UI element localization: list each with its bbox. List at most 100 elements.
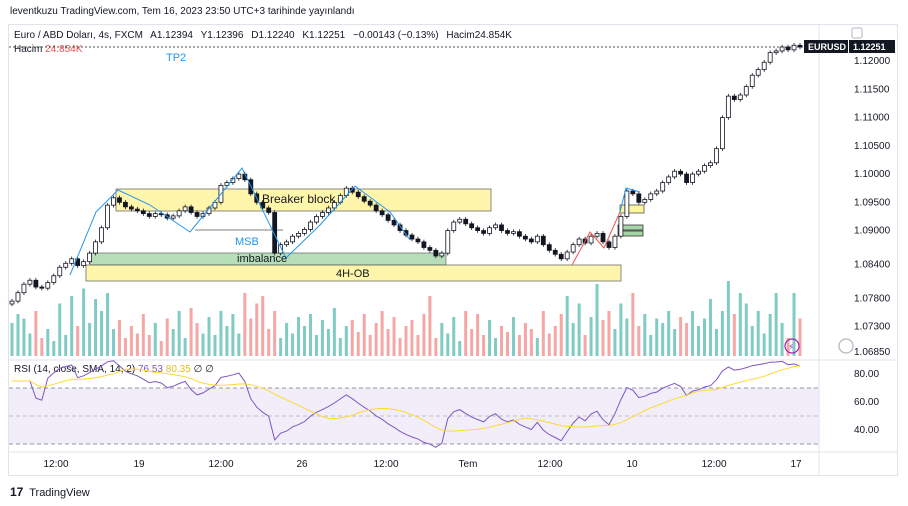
volume-bar xyxy=(553,326,557,356)
candle-up xyxy=(302,229,307,234)
volume-bar xyxy=(494,338,498,356)
volume-bar xyxy=(631,293,635,356)
candle-up xyxy=(594,232,600,237)
rsi-axis[interactable]: 80.00 60.00 40.00 xyxy=(854,369,879,436)
candle-down xyxy=(558,253,564,260)
volume-bar xyxy=(726,281,730,356)
volume-bar xyxy=(601,320,605,356)
settings-icon[interactable] xyxy=(838,338,854,354)
candle-up xyxy=(696,170,701,175)
rsi-tick-label: 60.00 xyxy=(854,397,879,408)
volume-bar xyxy=(738,293,742,356)
price-axis[interactable]: 1.12000 1.11500 1.11000 1.10500 1.10000 1.095… xyxy=(854,56,891,358)
volume-bar xyxy=(362,314,366,356)
candle-down xyxy=(272,212,278,254)
candle-down xyxy=(188,206,194,213)
time-tick-label: 26 xyxy=(296,459,308,470)
candle-up xyxy=(21,283,27,294)
volume-bar xyxy=(106,293,110,356)
breaker-block-label[interactable]: Breaker block xyxy=(262,192,336,206)
volume-bar xyxy=(577,303,581,356)
candle-down xyxy=(522,235,528,240)
volume-bar xyxy=(488,320,492,356)
volume-bar xyxy=(517,335,521,356)
volume-bar xyxy=(22,318,26,356)
rsi-legend[interactable]: RSI (14, close, SMA, 14, 2) 76.53 80.35 … xyxy=(14,364,214,375)
candle-up xyxy=(63,262,69,268)
candle-up xyxy=(570,244,576,253)
candle-up xyxy=(51,275,57,283)
time-tick-label: 12:00 xyxy=(701,459,726,470)
candle-up xyxy=(576,238,582,246)
small-imb-zone-1[interactable] xyxy=(617,224,644,231)
volume-bar xyxy=(189,308,193,356)
high-value: Y1.12396 xyxy=(200,30,244,41)
volume-bar xyxy=(744,303,748,356)
publish-header: leventkuzu TradingView.com, Tem 16, 2023… xyxy=(10,6,355,17)
candle-up xyxy=(702,165,707,172)
symbol-name[interactable]: Euro / ABD Doları, 4s, FXCM xyxy=(14,30,143,41)
candle-up xyxy=(660,182,666,192)
last-price-badge: 1.12251 xyxy=(853,42,886,52)
candle-up xyxy=(314,216,319,223)
change-value: −0.00143 (−0.13%) xyxy=(352,30,439,41)
candle-up xyxy=(170,215,176,219)
candle-up xyxy=(182,206,188,212)
volume-bar xyxy=(482,335,486,356)
candle-down xyxy=(397,224,403,231)
volume-bar xyxy=(129,326,133,356)
candle-up xyxy=(708,162,713,167)
candle-down xyxy=(499,224,504,231)
candle-up xyxy=(761,61,767,70)
order-block-zone[interactable] xyxy=(85,264,622,282)
volume-bar xyxy=(213,335,217,356)
volume-legend[interactable]: Hacim 24.854K xyxy=(14,44,82,55)
volume-bar xyxy=(595,284,599,356)
volume-bar xyxy=(249,318,253,356)
candle-up xyxy=(672,170,678,178)
volume-bar xyxy=(655,318,659,356)
volume-bar xyxy=(786,338,790,356)
candle-up xyxy=(791,44,797,51)
footer-brand[interactable]: 17 TradingView xyxy=(10,485,90,499)
candle-up xyxy=(152,213,158,217)
msb-label[interactable]: MSB xyxy=(235,236,259,248)
small-ob-zone[interactable] xyxy=(619,204,645,214)
candle-down xyxy=(433,249,439,257)
candle-down xyxy=(469,223,475,229)
time-axis[interactable]: 12:00 19 12:00 26 12:00 Tem 12:00 10 12:00 17 xyxy=(43,459,802,470)
time-tick-label: 12:00 xyxy=(537,459,562,470)
volume-bar xyxy=(732,314,736,356)
volume-bar xyxy=(691,311,695,356)
candle-up xyxy=(779,46,785,52)
volume-bar xyxy=(308,314,312,356)
candle-up xyxy=(111,197,116,206)
tp2-label[interactable]: TP2 xyxy=(166,52,186,64)
imbalance-label[interactable]: imbalance xyxy=(237,253,287,265)
candle-up xyxy=(612,235,618,248)
fullscreen-icon[interactable] xyxy=(851,27,863,39)
alert-icon[interactable] xyxy=(784,338,800,354)
candle-down xyxy=(379,210,385,216)
candle-up xyxy=(719,117,725,150)
candle-down xyxy=(33,279,39,288)
candle-down xyxy=(260,201,266,209)
candle-up xyxy=(487,227,492,234)
ticker-badge[interactable]: EURUSD xyxy=(808,42,847,52)
volume-bar xyxy=(303,326,307,356)
small-imb-zone-2[interactable] xyxy=(617,230,644,237)
order-block-label[interactable]: 4H-OB xyxy=(336,268,370,280)
volume-bar xyxy=(685,323,689,356)
volume-legend-value: 24.854K xyxy=(45,44,83,55)
price-tick-label: 1.12000 xyxy=(854,56,891,67)
volume-bars xyxy=(10,281,802,356)
breaker-block-zone[interactable] xyxy=(115,188,492,212)
chart-frame[interactable] xyxy=(8,24,898,476)
candle-up xyxy=(773,50,779,54)
volume-bar xyxy=(297,317,301,356)
time-tick-label: 19 xyxy=(133,459,145,470)
volume-bar xyxy=(708,299,712,356)
candle-up xyxy=(618,216,624,237)
candle-up xyxy=(457,218,463,223)
